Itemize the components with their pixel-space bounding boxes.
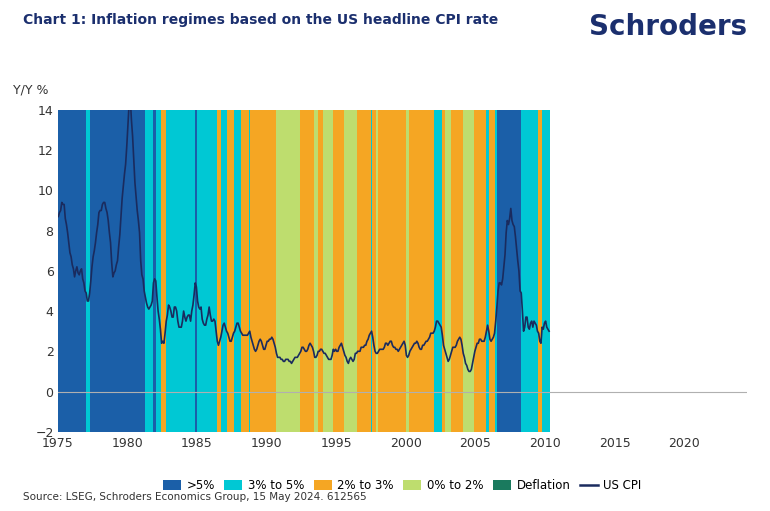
- Bar: [85, 110, 90, 432]
- Bar: [406, 110, 410, 432]
- Bar: [216, 110, 221, 432]
- Bar: [250, 110, 276, 432]
- Bar: [276, 110, 300, 432]
- Bar: [333, 110, 344, 432]
- Bar: [195, 110, 197, 432]
- Bar: [538, 110, 541, 432]
- Bar: [541, 110, 550, 432]
- Bar: [156, 110, 161, 432]
- Bar: [318, 110, 323, 432]
- Bar: [344, 110, 357, 432]
- Text: Y/Y %: Y/Y %: [13, 84, 49, 97]
- Bar: [497, 110, 521, 432]
- Bar: [90, 110, 145, 432]
- Bar: [463, 110, 474, 432]
- Bar: [486, 110, 490, 432]
- Bar: [376, 110, 378, 432]
- Text: Schroders: Schroders: [589, 13, 747, 41]
- Bar: [153, 110, 156, 432]
- Text: Chart 1: Inflation regimes based on the US headline CPI rate: Chart 1: Inflation regimes based on the …: [23, 13, 498, 27]
- Bar: [323, 110, 333, 432]
- Bar: [197, 110, 216, 432]
- Bar: [442, 110, 445, 432]
- Bar: [434, 110, 442, 432]
- Bar: [445, 110, 451, 432]
- Bar: [161, 110, 166, 432]
- Bar: [410, 110, 434, 432]
- Bar: [145, 110, 153, 432]
- Bar: [227, 110, 234, 432]
- Bar: [221, 110, 227, 432]
- Bar: [372, 110, 376, 432]
- Bar: [371, 110, 372, 432]
- Bar: [241, 110, 249, 432]
- Bar: [166, 110, 195, 432]
- Bar: [451, 110, 463, 432]
- Bar: [58, 110, 85, 432]
- Bar: [474, 110, 486, 432]
- Bar: [314, 110, 318, 432]
- Bar: [495, 110, 497, 432]
- Bar: [357, 110, 371, 432]
- Bar: [490, 110, 495, 432]
- Bar: [378, 110, 406, 432]
- Bar: [249, 110, 250, 432]
- Bar: [300, 110, 314, 432]
- Bar: [234, 110, 241, 432]
- Bar: [521, 110, 538, 432]
- Text: Source: LSEG, Schroders Economics Group, 15 May 2024. 612565: Source: LSEG, Schroders Economics Group,…: [23, 492, 367, 502]
- Legend: >5%, 3% to 5%, 2% to 3%, 0% to 2%, Deflation, US CPI: >5%, 3% to 5%, 2% to 3%, 0% to 2%, Defla…: [158, 474, 647, 497]
